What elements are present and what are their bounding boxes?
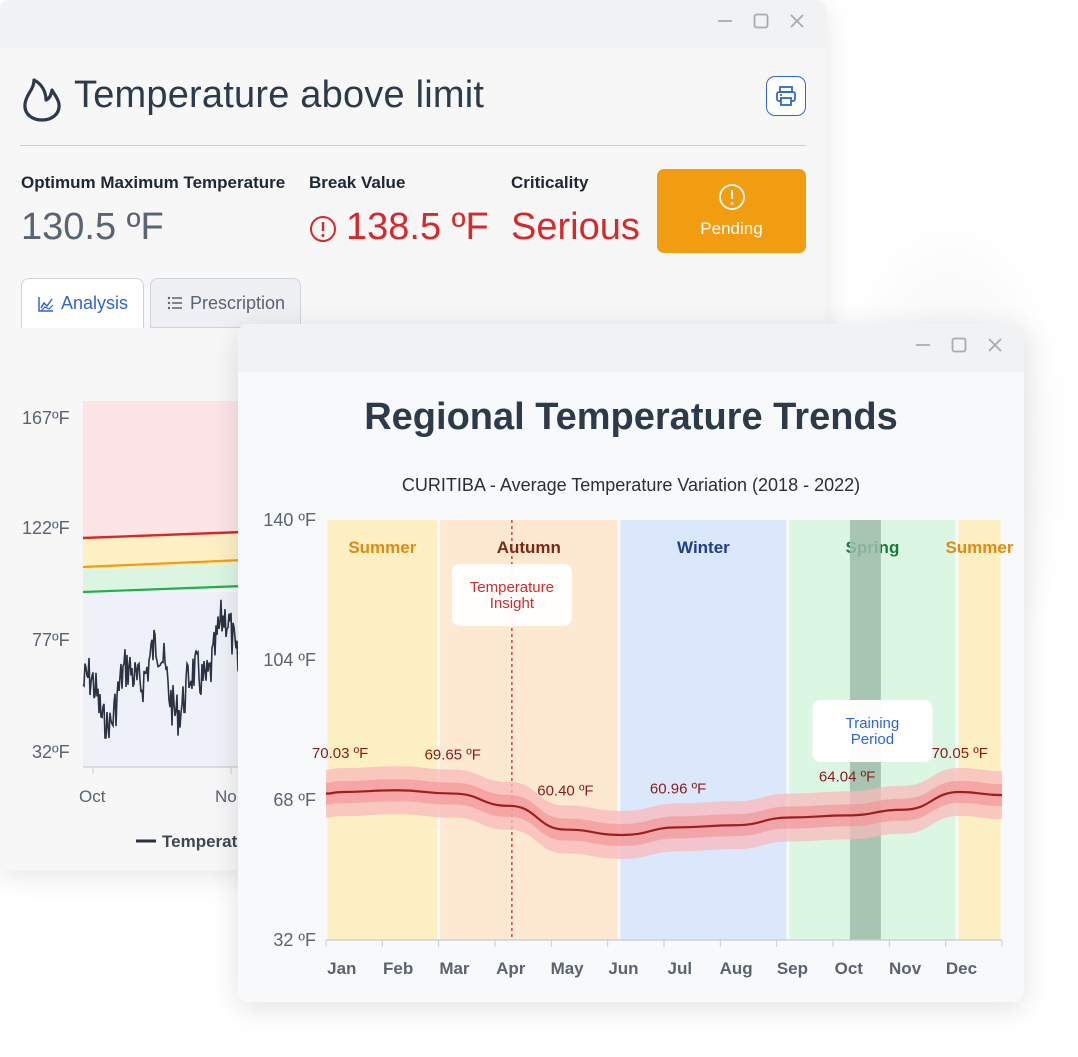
- chart-subtitle: CURITIBA - Average Temperature Variation…: [401, 475, 861, 495]
- break-label: Break Value: [309, 173, 406, 192]
- close-icon[interactable]: [788, 12, 806, 30]
- y-tick-label: 32ºF: [32, 742, 70, 762]
- annotation-box: [812, 700, 933, 762]
- flame-icon: [23, 78, 61, 122]
- data-label: 69.65 ºF: [425, 747, 481, 764]
- legend-label: Temperat: [162, 832, 238, 851]
- x-tick-label: Oct: [79, 787, 106, 806]
- season-band: [327, 520, 438, 940]
- x-tick-label: Nov: [889, 959, 922, 978]
- limit-line-orange: [82, 558, 244, 569]
- maximize-icon[interactable]: [950, 336, 968, 354]
- y-tick-label: 140 ºF: [263, 510, 316, 530]
- window-controls: [914, 336, 1004, 354]
- temperature-series-line: [82, 599, 244, 739]
- annotation-text: Training: [846, 715, 900, 732]
- x-tick-label: Mar: [439, 959, 470, 978]
- page-title: Temperature above limit: [74, 74, 485, 116]
- alert-header: Temperature above limit: [20, 70, 806, 146]
- x-tick-label: Oct: [835, 959, 864, 978]
- criticality-label: Criticality: [511, 173, 589, 192]
- chart-icon: [38, 296, 54, 312]
- season-label: Autumn: [497, 538, 561, 557]
- temperature-series-line: [325, 789, 1003, 837]
- minimize-icon[interactable]: [914, 336, 932, 354]
- y-tick-label: 104 ºF: [263, 650, 316, 670]
- optimum-value: 130.5 ºF: [21, 206, 164, 248]
- season-band: [620, 520, 787, 940]
- warning-zone: [83, 532, 243, 570]
- trends-chart: SummerAutumnWinterSpringSummer70.03 ºF69…: [263, 510, 1013, 978]
- data-label: 60.96 ºF: [650, 780, 706, 797]
- annotation-box: [451, 564, 572, 626]
- pending-status-button[interactable]: Pending: [657, 169, 806, 253]
- list-icon: [167, 296, 182, 310]
- print-button[interactable]: [766, 76, 806, 116]
- titlebar: [238, 324, 1024, 372]
- minimize-icon[interactable]: [716, 12, 734, 30]
- trends-window: Regional Temperature Trends CURITIBA - A…: [238, 324, 1024, 1002]
- tab-label: Analysis: [61, 293, 129, 313]
- printer-icon: [776, 86, 796, 106]
- x-tick-label: Apr: [496, 959, 526, 978]
- x-tick-label: Aug: [720, 959, 753, 978]
- season-label: Summer: [945, 538, 1013, 557]
- data-label: 60.40 ºF: [537, 783, 593, 800]
- x-tick-label: No: [215, 787, 237, 806]
- limit-line-red: [82, 530, 244, 540]
- data-label: 70.05 ºF: [932, 745, 988, 762]
- tab-label: Prescription: [190, 292, 286, 313]
- criticality-value: Serious: [511, 206, 640, 248]
- x-tick-label: Jul: [667, 959, 692, 978]
- titlebar: [0, 0, 826, 48]
- data-label: 70.03 ºF: [312, 745, 368, 762]
- x-tick-label: Jun: [608, 959, 638, 978]
- break-value: 138.5 ºF: [346, 206, 489, 248]
- y-tick-label: 32 ºF: [273, 930, 316, 950]
- data-label: 64.04 ºF: [819, 768, 875, 785]
- y-tick-label: 167ºF: [22, 408, 70, 428]
- confidence-band-outer: [326, 766, 1002, 859]
- confidence-band-inner: [326, 779, 1002, 846]
- annotation-text: Period: [851, 731, 894, 748]
- x-tick-label: May: [551, 959, 585, 978]
- normal-zone: [83, 592, 243, 767]
- pending-label: Pending: [700, 219, 763, 238]
- window-controls: [716, 12, 806, 30]
- y-tick-label: 77ºF: [32, 630, 70, 650]
- season-label: Summer: [348, 538, 416, 557]
- x-tick-label: Sep: [777, 959, 808, 978]
- annotation-text: Temperature: [470, 579, 554, 596]
- alert-circle-icon: [718, 184, 745, 210]
- optimum-label: Optimum Maximum Temperature: [21, 173, 286, 192]
- y-tick-label: 122ºF: [22, 518, 70, 538]
- tab-prescription[interactable]: Prescription: [150, 278, 302, 328]
- x-tick-label: Dec: [946, 959, 977, 978]
- maximize-icon[interactable]: [752, 12, 770, 30]
- safe-zone: [83, 564, 243, 592]
- alert-circle-icon: [310, 216, 336, 242]
- x-tick-label: Feb: [383, 959, 413, 978]
- chart-title: Regional Temperature Trends: [364, 396, 898, 438]
- analysis-chart: 167ºF 122ºF 77ºF 32ºF Oct No Temperat: [22, 401, 244, 851]
- limit-line-green: [82, 584, 244, 594]
- annotation-text: Insight: [490, 595, 535, 612]
- season-band: [958, 520, 1001, 940]
- x-tick-label: Jan: [327, 959, 356, 978]
- tab-analysis[interactable]: Analysis: [21, 278, 145, 328]
- y-tick-label: 68 ºF: [273, 790, 316, 810]
- danger-zone: [83, 401, 243, 538]
- close-icon[interactable]: [986, 336, 1004, 354]
- season-label: Winter: [677, 538, 730, 557]
